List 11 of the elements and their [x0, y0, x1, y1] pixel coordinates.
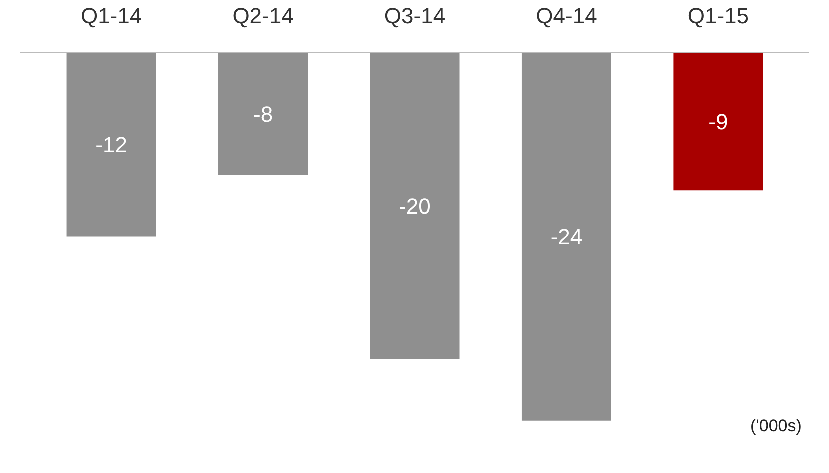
x-tick-label: Q2-14: [232, 4, 294, 28]
data-label: -12: [96, 132, 128, 158]
data-label: -8: [253, 102, 274, 127]
data-label: -24: [550, 224, 583, 250]
data-label: -9: [708, 110, 728, 135]
x-tick-label: Q1-15: [688, 4, 750, 28]
x-tick-label: Q3-14: [384, 4, 446, 28]
x-tick-label: Q1-14: [80, 4, 142, 28]
x-tick-label: Q4-14: [536, 4, 598, 28]
data-label: -20: [399, 194, 431, 220]
annotation: ('000s): [750, 416, 802, 436]
